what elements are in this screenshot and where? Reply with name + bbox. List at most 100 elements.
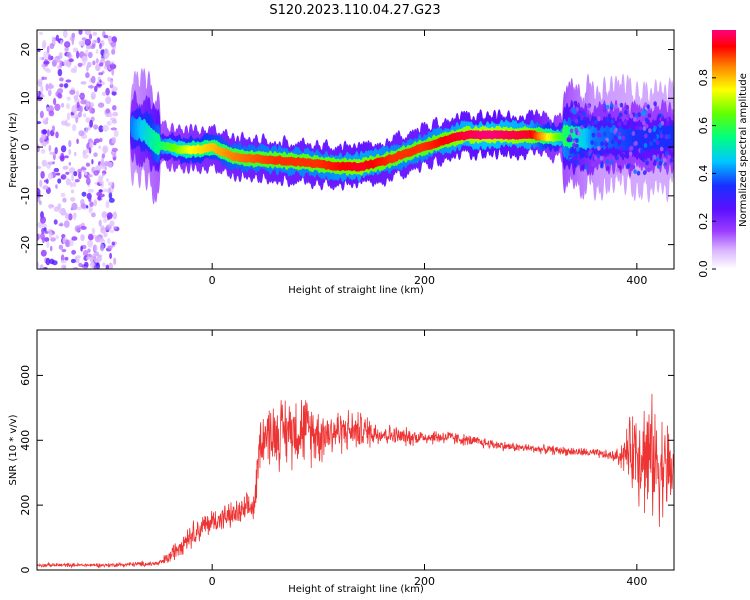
spectral-scatter-mark [670,109,674,115]
spectral-scatter-mark [653,125,657,131]
spectral-scatter-mark [648,128,652,134]
spectral-scatter-mark [669,158,674,163]
noise-speckle [65,178,72,186]
noise-speckle [107,187,112,194]
noise-speckle [53,219,58,225]
spectral-scatter-mark [603,152,608,158]
spectral-scatter-mark [667,134,671,139]
noise-speckle [108,192,113,199]
noise-speckle [48,172,54,180]
noise-speckle [109,252,112,259]
noise-speckle [70,189,75,194]
noise-speckle [104,166,107,171]
spectral-scatter-mark [609,127,614,133]
colorbar-tick-label: 0.0 [697,260,710,278]
spectral-scatter-mark [610,139,615,145]
noise-speckle [52,161,55,165]
spectral-scatter-mark [587,125,592,130]
noise-speckle [104,48,109,54]
spectral-scatter-mark [570,114,574,119]
noise-speckle [111,136,117,144]
noise-speckle [113,129,119,138]
spectral-scatter-mark [639,132,643,138]
spectral-scatter-mark [636,137,640,142]
noise-speckle [77,168,83,174]
spectral-scatter-mark [596,153,601,159]
noise-speckle [78,130,85,137]
spectral-scatter-mark [621,135,625,141]
spectral-scatter-mark [653,101,657,107]
spectrogram-x-tick-label: 400 [626,274,647,287]
spectral-scatter-mark [591,132,596,138]
noise-speckle [85,103,89,111]
spectral-scatter-mark [584,164,588,170]
noise-speckle [68,140,72,148]
spectral-scatter-mark [666,117,670,122]
noise-speckle [87,188,94,193]
noise-speckle [93,265,98,269]
noise-speckle [91,159,94,165]
spectral-scatter-mark [634,146,639,152]
noise-speckle [45,117,49,121]
noise-speckle [105,108,111,114]
noise-speckle [65,171,70,175]
noise-speckle [111,49,116,55]
noise-speckle [85,72,90,79]
spectral-scatter-mark [621,153,625,158]
spectral-scatter-mark [619,146,623,152]
noise-speckle [48,110,55,117]
spectral-scatter-mark [577,131,581,137]
noise-speckle [37,121,42,125]
noise-speckle [64,47,69,52]
noise-speckle [71,249,76,255]
noise-speckle [93,244,98,252]
noise-speckle [43,60,50,65]
noise-speckle [50,237,56,242]
spectral-scatter-mark [588,149,593,154]
noise-speckle [77,111,82,118]
noise-speckle [71,202,78,211]
spectral-scatter-mark [574,127,578,133]
noise-speckle [91,227,96,235]
noise-speckle [58,209,65,214]
spectral-scatter-mark [614,104,618,109]
spectral-scatter-mark [643,143,648,148]
spectral-scatter-mark [573,100,577,106]
noise-speckle [113,226,117,230]
spectral-scatter-mark [606,165,610,171]
snr-x-label: Height of straight line (km) [288,584,424,595]
noise-speckle [89,102,94,108]
spectral-scatter-mark [572,109,576,115]
noise-speckle [102,145,109,154]
spectrogram-y-tick-label: -20 [19,236,32,254]
noise-speckle [111,119,117,124]
noise-speckle [60,192,66,198]
noise-speckle [40,85,44,93]
noise-speckle [40,249,47,257]
noise-speckle [48,82,53,90]
spectral-scatter-mark [647,167,651,173]
noise-speckle [57,92,62,99]
noise-speckle [59,155,65,162]
noise-speckle [51,125,56,132]
noise-speckle [107,245,113,250]
noise-speckle [102,188,109,193]
noise-speckle [99,176,103,185]
noise-speckle [103,232,108,238]
noise-speckle [100,158,105,167]
noise-speckle [70,68,76,73]
spectrogram-x-tick-label: 200 [414,274,435,287]
noise-speckle [40,171,45,179]
spectrogram-y-tick-label: 20 [19,43,32,57]
noise-speckle [44,237,50,242]
spectral-scatter-mark [581,165,585,171]
noise-speckle [37,195,41,203]
noise-speckle [101,91,107,96]
noise-speckle [82,153,89,159]
noise-speckle [48,230,53,239]
noise-speckle [93,138,101,143]
noise-speckle [92,253,96,261]
noise-speckle [98,145,102,149]
noise-speckle [71,32,76,38]
